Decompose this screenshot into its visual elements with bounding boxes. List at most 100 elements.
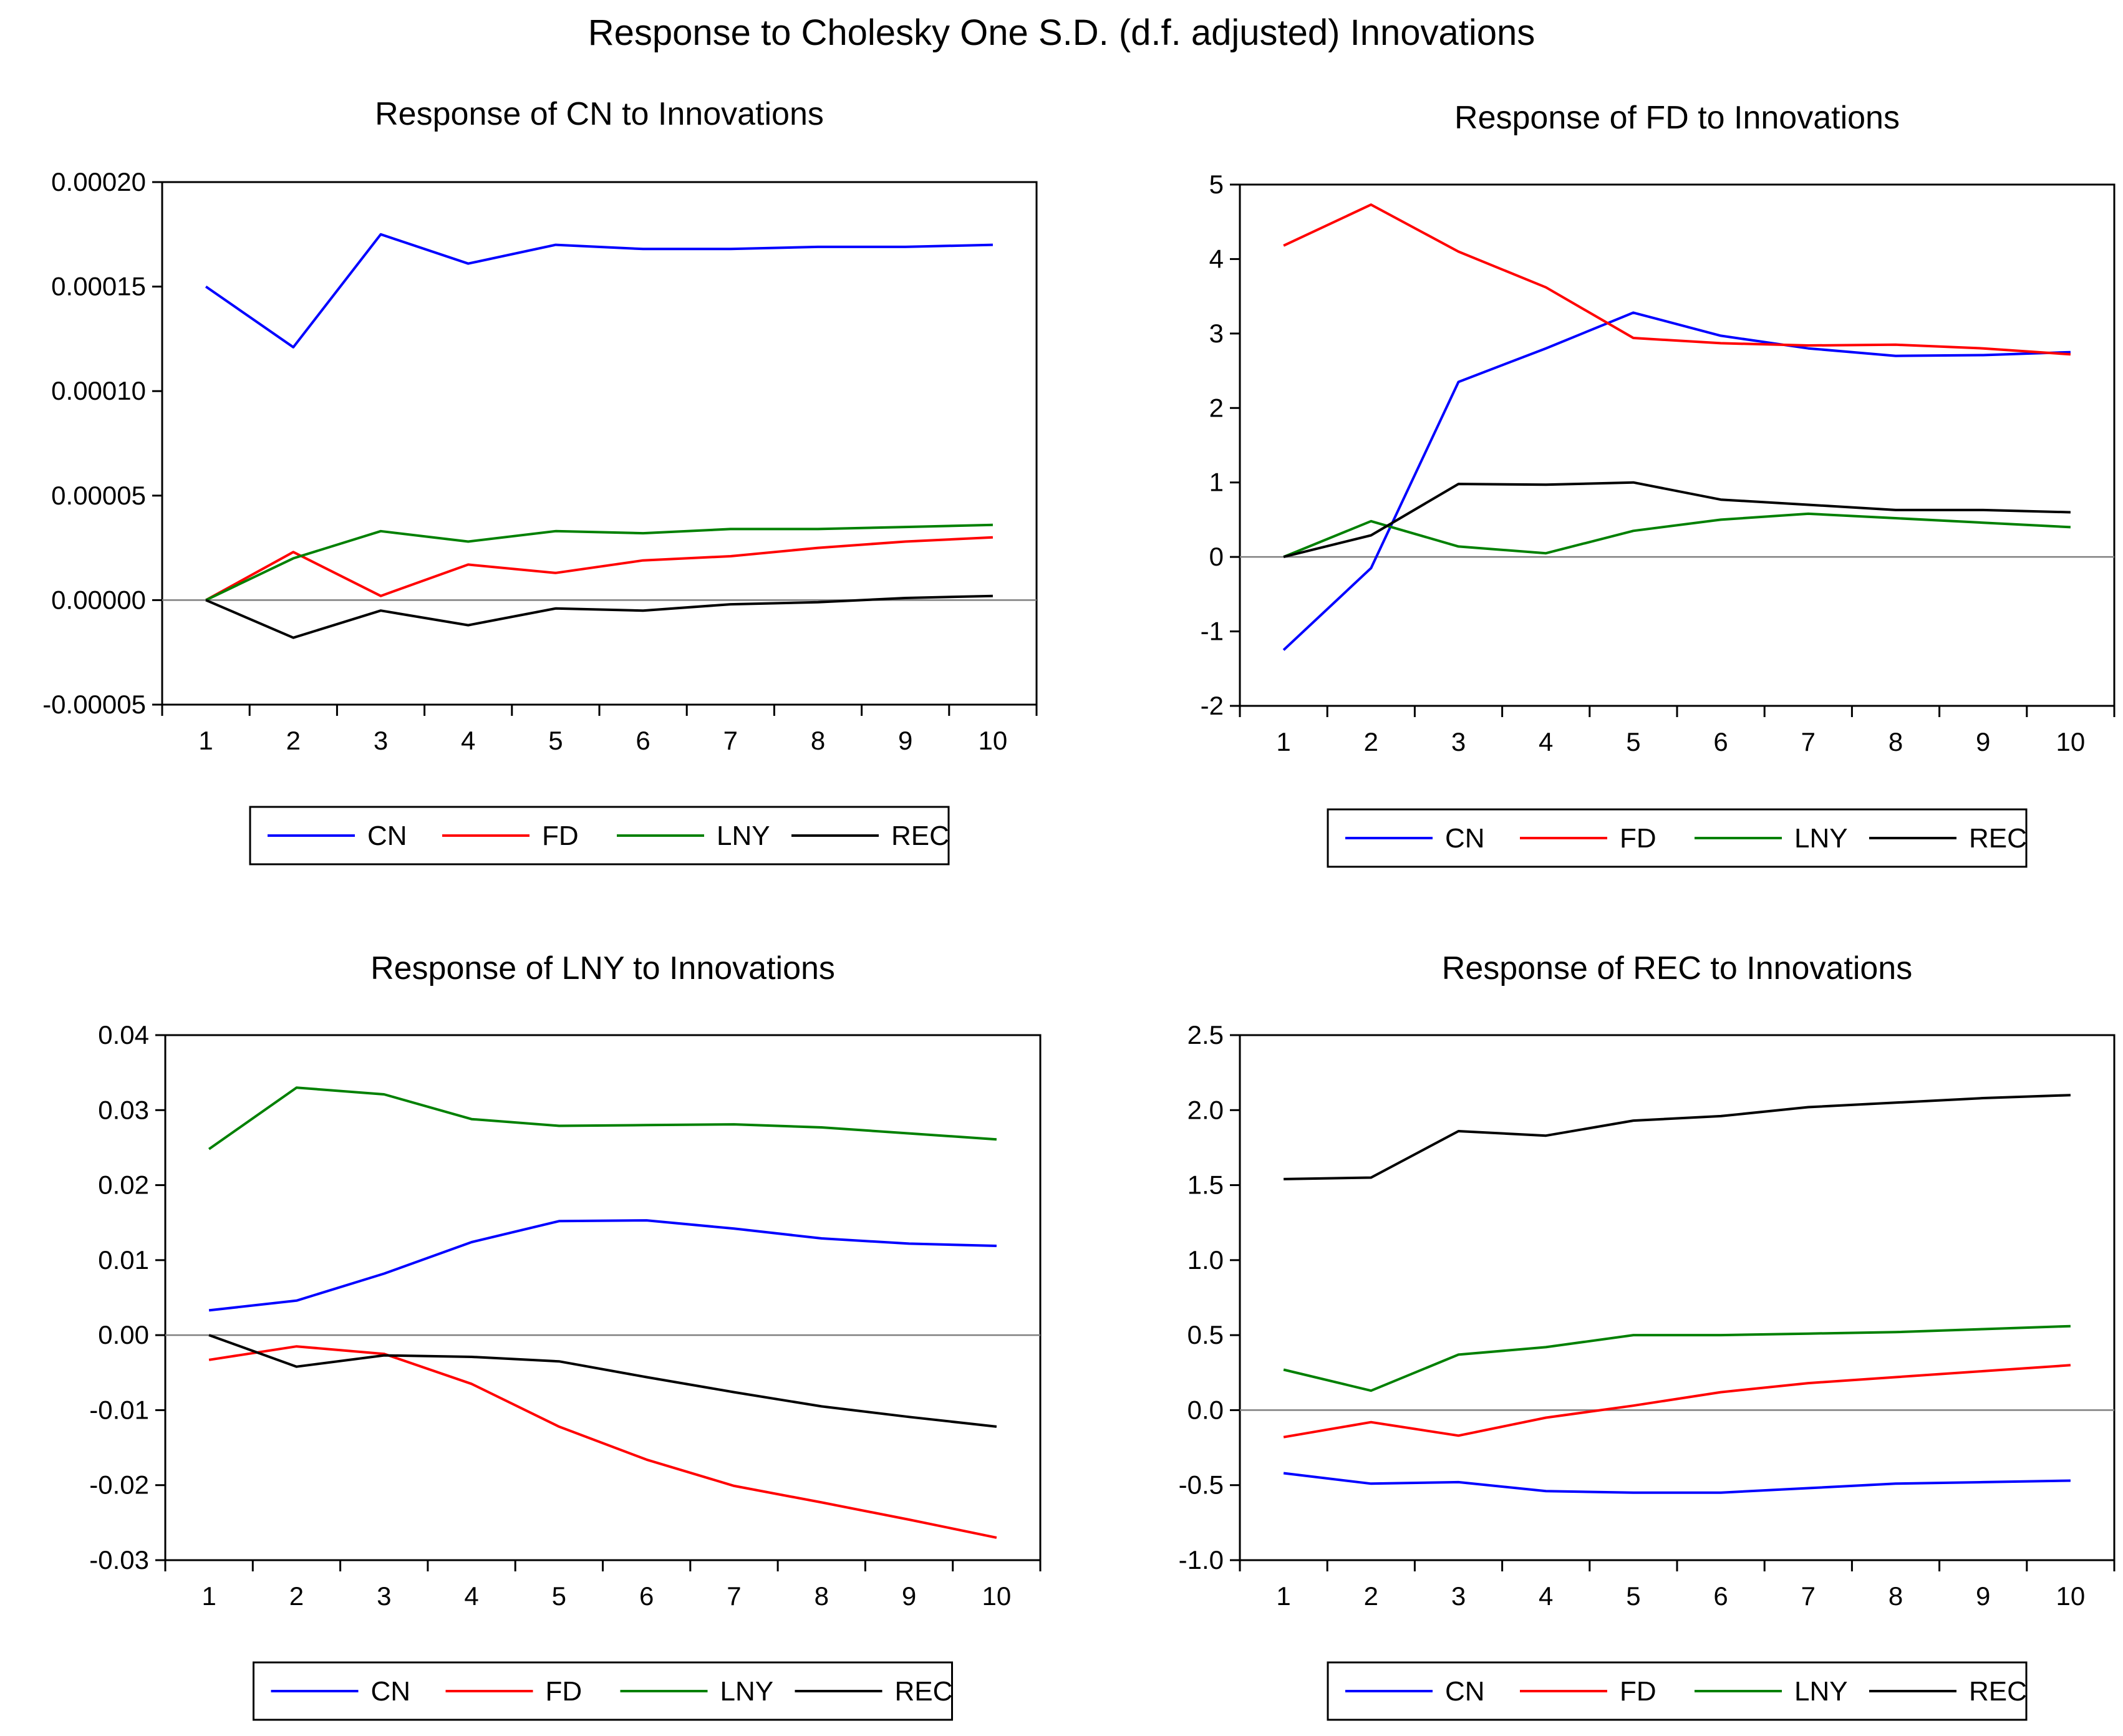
legend-label-cn: CN xyxy=(367,821,407,851)
plot-frame xyxy=(161,181,1038,706)
x-tick-label: 9 xyxy=(1976,727,1990,756)
x-tick-label: 9 xyxy=(1976,1581,1990,1611)
y-tick-label: 2.0 xyxy=(1187,1095,1224,1124)
legend: CN FD LNY REC xyxy=(249,806,950,866)
panel-title: Response of FD to Innovations xyxy=(1454,100,1900,136)
y-tick-label: 0 xyxy=(1209,542,1224,571)
y-tick-label: 1 xyxy=(1209,468,1224,497)
x-tick-label: 7 xyxy=(727,1581,741,1611)
x-tick-label: 9 xyxy=(898,726,912,755)
x-tick-label: 1 xyxy=(198,726,213,755)
x-tick-label: 1 xyxy=(1276,727,1290,756)
series-line-fd xyxy=(208,1345,997,1539)
x-tick-label: 1 xyxy=(1276,1581,1290,1611)
panel-response-of-fd: Response of FD to Innovations -2 -1 0 1 2 3 4 5 1… xyxy=(1201,100,2116,868)
legend-label-fd: FD xyxy=(1620,1676,1656,1707)
series-line-rec xyxy=(208,1334,997,1428)
series-line-cn xyxy=(1282,311,2071,651)
x-tick-label: 7 xyxy=(1801,727,1816,756)
x-tick-label: 6 xyxy=(1713,1581,1728,1611)
x-tick-label: 10 xyxy=(2056,727,2086,756)
legend-label-fd: FD xyxy=(542,821,579,851)
y-tick-label: 1.5 xyxy=(1187,1170,1224,1200)
panel-title: Response of REC to Innovations xyxy=(1442,950,1912,986)
x-tick-label: 2 xyxy=(286,726,301,755)
legend-label-lny: LNY xyxy=(717,821,770,851)
legend-label-cn: CN xyxy=(1445,823,1485,854)
y-tick-label: 0.00005 xyxy=(51,481,146,510)
y-tick-label: 0.0 xyxy=(1187,1395,1224,1424)
x-tick-label: 3 xyxy=(377,1581,391,1611)
x-tick-label: 7 xyxy=(723,726,738,755)
y-tick-label: 0.03 xyxy=(98,1095,149,1124)
legend-label-lny: LNY xyxy=(720,1676,774,1707)
y-tick-label: 4 xyxy=(1209,244,1224,273)
legend-label-fd: FD xyxy=(546,1676,583,1707)
x-tick-label: 2 xyxy=(289,1581,304,1611)
x-tick-label: 4 xyxy=(1539,727,1553,756)
legend-label-rec: REC xyxy=(891,821,949,851)
y-tick-label: 2.5 xyxy=(1187,1020,1224,1049)
y-tick-label: 2 xyxy=(1209,393,1224,422)
series-line-cn xyxy=(1283,1472,2071,1494)
legend-box xyxy=(1327,808,2028,868)
x-tick-label: 2 xyxy=(1364,727,1378,756)
x-tick-label: 8 xyxy=(811,726,825,755)
legend: CN FD LNY REC xyxy=(253,1661,953,1721)
main-title: Response to Cholesky One S.D. (d.f. adju… xyxy=(588,12,1535,53)
y-tick-label: 0.00000 xyxy=(51,585,146,614)
legend-label-rec: REC xyxy=(1969,823,2027,854)
series-line-lny xyxy=(1283,1324,2071,1392)
legend: CN FD LNY REC xyxy=(1327,808,2028,868)
legend-box xyxy=(1327,1661,2028,1721)
y-tick-label: 0.00020 xyxy=(51,167,146,196)
x-tick-label: 3 xyxy=(1451,727,1466,756)
legend-label-rec: REC xyxy=(895,1676,953,1707)
y-tick-label: -1 xyxy=(1201,617,1224,646)
x-tick-label: 4 xyxy=(1539,1581,1553,1611)
y-tick-label: 0.00010 xyxy=(51,376,146,405)
x-tick-label: 6 xyxy=(1713,727,1728,756)
series-line-lny xyxy=(208,1086,997,1150)
x-tick-label: 8 xyxy=(815,1581,829,1611)
legend: CN FD LNY REC xyxy=(1327,1661,2028,1721)
x-tick-label: 3 xyxy=(374,726,388,755)
panel-title: Response of LNY to Innovations xyxy=(370,950,835,986)
x-tick-label: 1 xyxy=(201,1581,216,1611)
series-line-lny xyxy=(1283,512,2071,558)
y-tick-label: 1.0 xyxy=(1187,1245,1224,1275)
y-tick-label: -0.00005 xyxy=(42,690,146,719)
x-tick-label: 10 xyxy=(979,726,1008,755)
series-line-fd xyxy=(1283,203,2071,356)
panel-response-of-cn: Response of CN to Innovations -0.00005 0.0… xyxy=(42,96,1038,866)
y-tick-label: -2 xyxy=(1201,691,1224,720)
x-tick-label: 2 xyxy=(1364,1581,1378,1611)
legend-label-fd: FD xyxy=(1620,823,1656,854)
x-tick-label: 5 xyxy=(552,1581,566,1611)
legend-label-lny: LNY xyxy=(1794,1676,1848,1707)
series-line-fd xyxy=(205,536,993,602)
x-tick-label: 8 xyxy=(1888,1581,1903,1611)
y-tick-label: 0.00015 xyxy=(51,272,146,301)
series-line-rec xyxy=(1283,481,2071,559)
y-tick-label: 3 xyxy=(1209,319,1224,348)
x-tick-label: 5 xyxy=(1626,727,1640,756)
y-tick-label: 0.04 xyxy=(98,1020,149,1049)
x-tick-label: 5 xyxy=(548,726,563,755)
x-tick-label: 6 xyxy=(639,1581,654,1611)
y-tick-label: 0.00 xyxy=(98,1320,149,1349)
y-tick-label: 0.01 xyxy=(98,1245,149,1275)
x-tick-label: 4 xyxy=(461,726,475,755)
legend-label-rec: REC xyxy=(1969,1676,2027,1707)
x-tick-label: 10 xyxy=(982,1581,1011,1611)
y-tick-label: -0.01 xyxy=(89,1395,149,1424)
series-line-rec xyxy=(205,594,993,639)
legend-label-lny: LNY xyxy=(1794,823,1848,854)
y-tick-label: 5 xyxy=(1209,170,1224,199)
y-tick-label: 0.5 xyxy=(1187,1320,1224,1349)
x-tick-label: 9 xyxy=(902,1581,916,1611)
x-tick-label: 10 xyxy=(2056,1581,2086,1611)
x-tick-label: 5 xyxy=(1626,1581,1640,1611)
y-tick-label: 0.02 xyxy=(98,1170,149,1200)
